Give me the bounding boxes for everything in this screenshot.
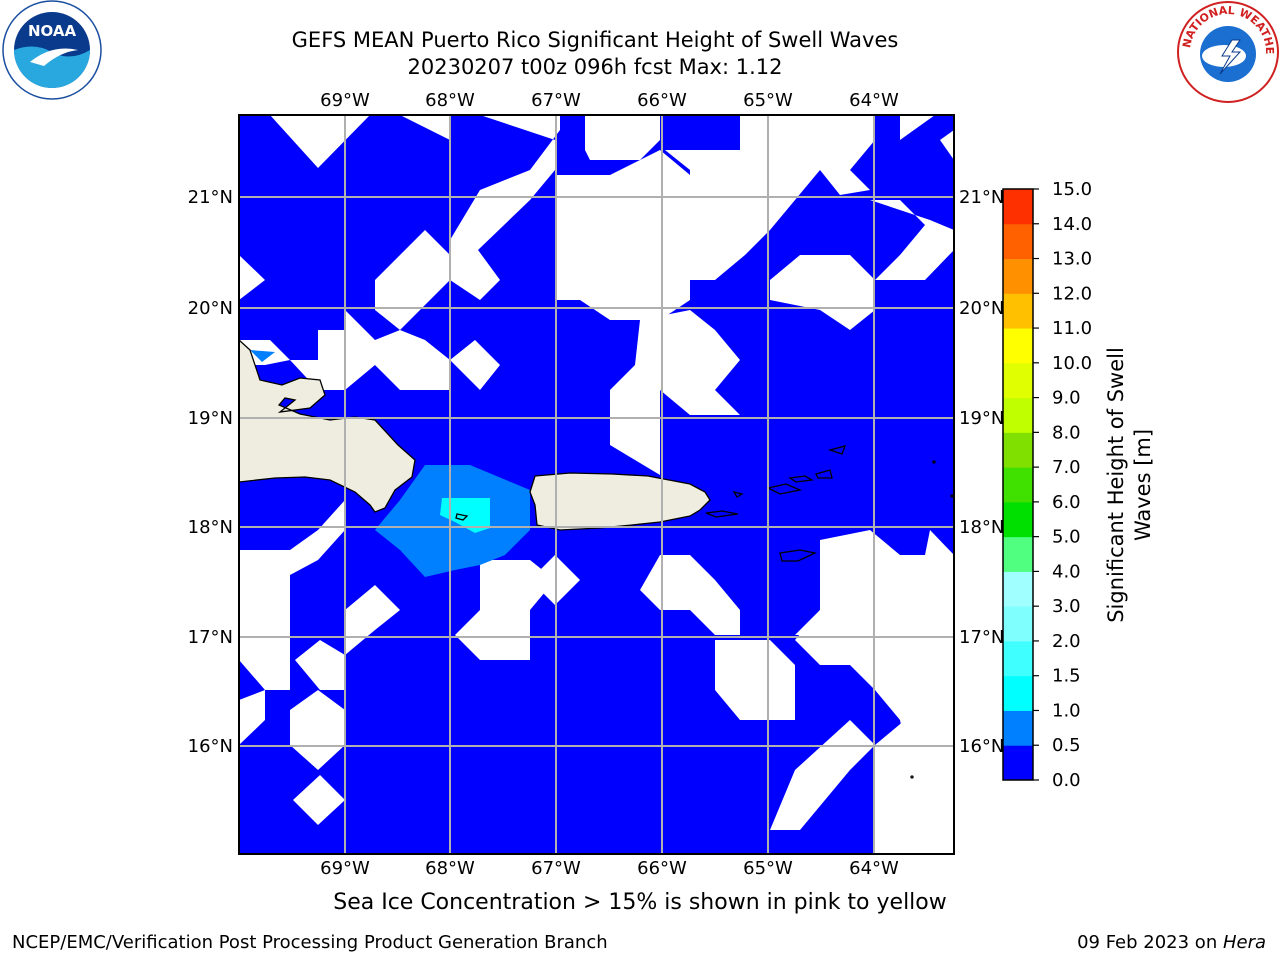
sea-ice-caption: Sea Ice Concentration > 15% is shown in … — [333, 890, 947, 915]
colorbar-tick-label: 2.0 — [1052, 631, 1081, 652]
lat-label: 16°N — [959, 736, 1004, 757]
lat-label: 17°N — [188, 627, 233, 648]
lon-label: 65°W — [743, 90, 793, 111]
lon-label: 68°W — [425, 90, 475, 111]
colorbar-swatch — [1003, 432, 1033, 468]
colorbar-frame — [1002, 188, 1034, 781]
colorbar-tick-label: 10.0 — [1052, 353, 1092, 374]
colorbar-swatch — [1003, 710, 1033, 746]
lon-labels-top: 69°W 68°W 67°W 66°W 65°W 64°W — [320, 90, 899, 111]
colorbar-tick-label: 1.5 — [1052, 666, 1081, 687]
colorbar-swatch — [1003, 640, 1033, 677]
colorbar-swatch — [1003, 223, 1033, 260]
lat-label: 20°N — [959, 298, 1004, 319]
footer-date-text: 09 Feb 2023 on — [1077, 932, 1223, 953]
lon-label: 66°W — [637, 858, 687, 879]
lon-label: 67°W — [531, 858, 581, 879]
colorbar-tick-label: 0.5 — [1052, 735, 1081, 756]
small-islands — [455, 445, 954, 779]
colorbar-tick-label: 14.0 — [1052, 214, 1092, 235]
colorbar-swatch — [1003, 362, 1033, 399]
colorbar: 0.0 0.5 1.0 1.5 2.0 3.0 4.0 5.0 6.0 7.0 8.0 9.0 10.0… — [1002, 179, 1092, 791]
chart-title-line1: GEFS MEAN Puerto Rico Significant Height… — [291, 28, 899, 52]
lon-labels-bottom: 69°W 68°W 67°W 66°W 65°W 64°W — [320, 858, 899, 879]
swell-0.5-1.0-area — [375, 465, 530, 577]
map-plot-area — [239, 115, 954, 854]
colorbar-tick-label: 11.0 — [1052, 318, 1092, 339]
lon-label: 69°W — [320, 858, 370, 879]
colorbar-swatch — [1003, 328, 1033, 364]
lon-label: 66°W — [637, 90, 687, 111]
colorbar-tick-label: 12.0 — [1052, 283, 1092, 304]
colorbar-tick-label: 3.0 — [1052, 596, 1081, 617]
lat-label: 19°N — [959, 408, 1004, 429]
lon-label: 67°W — [531, 90, 581, 111]
colorbar-tick-label: 5.0 — [1052, 527, 1081, 548]
colorbar-tick-label: 6.0 — [1052, 492, 1081, 513]
colorbar-tick-label: 4.0 — [1052, 561, 1081, 582]
colorbar-swatch — [1003, 606, 1033, 642]
footer-date: 09 Feb 2023 on Hera — [1077, 932, 1266, 953]
colorbar-swatch — [1003, 675, 1033, 711]
lat-label: 17°N — [959, 627, 1004, 648]
lat-label: 20°N — [188, 298, 233, 319]
lat-label: 21°N — [188, 187, 233, 208]
nws-logo-icon: NATIONAL WEATHER SERVICE — [1176, 0, 1279, 103]
lat-labels-right: 21°N 20°N 19°N 18°N 17°N 16°N — [959, 187, 1004, 757]
lon-label: 65°W — [743, 858, 793, 879]
colorbar-tick-label: 1.0 — [1052, 700, 1081, 721]
lat-label: 21°N — [959, 187, 1004, 208]
lat-label: 18°N — [959, 517, 1004, 538]
colorbar-swatch — [1003, 189, 1033, 225]
lat-label: 18°N — [188, 517, 233, 538]
lon-label: 69°W — [320, 90, 370, 111]
map-frame — [238, 114, 955, 855]
colorbar-swatch — [1003, 258, 1033, 294]
colorbar-swatch — [1003, 571, 1033, 607]
colorbar-tick-label: 15.0 — [1052, 179, 1092, 200]
colorbar-tick-label: 7.0 — [1052, 457, 1081, 478]
lon-label: 64°W — [849, 858, 899, 879]
noaa-logo-icon: NOAA — [2, 0, 102, 100]
chart-title-line2: 20230207 t00z 096h fcst Max: 1.12 — [407, 55, 783, 79]
colorbar-swatch — [1003, 501, 1033, 538]
lat-label: 19°N — [188, 408, 233, 429]
colorbar-label-line2: Waves [m] — [1131, 429, 1155, 541]
colorbar-swatch — [1003, 745, 1033, 781]
colorbar-tick-label: 13.0 — [1052, 249, 1092, 270]
map-gridlines — [239, 115, 954, 854]
svg-text:NOAA: NOAA — [28, 22, 77, 40]
footer-credit: NCEP/EMC/Verification Post Processing Pr… — [12, 932, 608, 953]
lat-labels-left: 21°N 20°N 19°N 18°N 17°N 16°N — [188, 187, 233, 757]
lon-label: 68°W — [425, 858, 475, 879]
colorbar-tick-label: 0.0 — [1052, 770, 1081, 791]
lon-label: 64°W — [849, 90, 899, 111]
colorbar-tick-label: 8.0 — [1052, 422, 1081, 443]
colorbar-swatch — [1003, 293, 1033, 329]
puerto-rico-land — [529, 472, 711, 531]
colorbar-swatch — [1003, 397, 1033, 433]
colorbar-label-line1: Significant Height of Swell — [1104, 347, 1128, 623]
colorbar-tick-label: 9.0 — [1052, 388, 1081, 409]
lat-label: 16°N — [188, 736, 233, 757]
colorbar-swatch — [1003, 467, 1033, 503]
colorbar-swatch — [1003, 536, 1033, 572]
land-masses — [239, 339, 711, 531]
footer-host: Hera — [1222, 932, 1266, 953]
